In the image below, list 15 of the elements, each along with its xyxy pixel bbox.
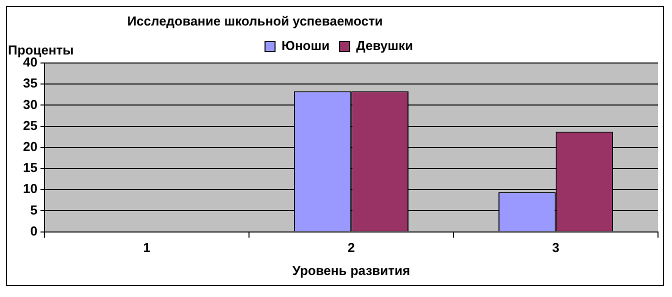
chart-title: Исследование школьной успеваемости: [127, 14, 383, 29]
y-tick-label: 0: [30, 223, 38, 238]
y-tick-label: 5: [30, 202, 38, 218]
y-tick-label: 15: [22, 160, 38, 176]
legend-label: Девушки: [356, 38, 413, 54]
legend-label: Юноши: [282, 38, 330, 54]
y-tick-label: 35: [22, 76, 38, 91]
y-tick-label: 30: [22, 96, 38, 112]
x-tick-label: 2: [348, 240, 355, 256]
x-tick-label: 1: [143, 240, 150, 256]
x-tick-label: 3: [552, 240, 560, 256]
y-tick-label: 25: [22, 118, 38, 133]
y-tick-label: 20: [22, 138, 38, 154]
x-axis-title: Уровень развития: [292, 262, 410, 278]
y-tick-label: 10: [22, 181, 38, 196]
